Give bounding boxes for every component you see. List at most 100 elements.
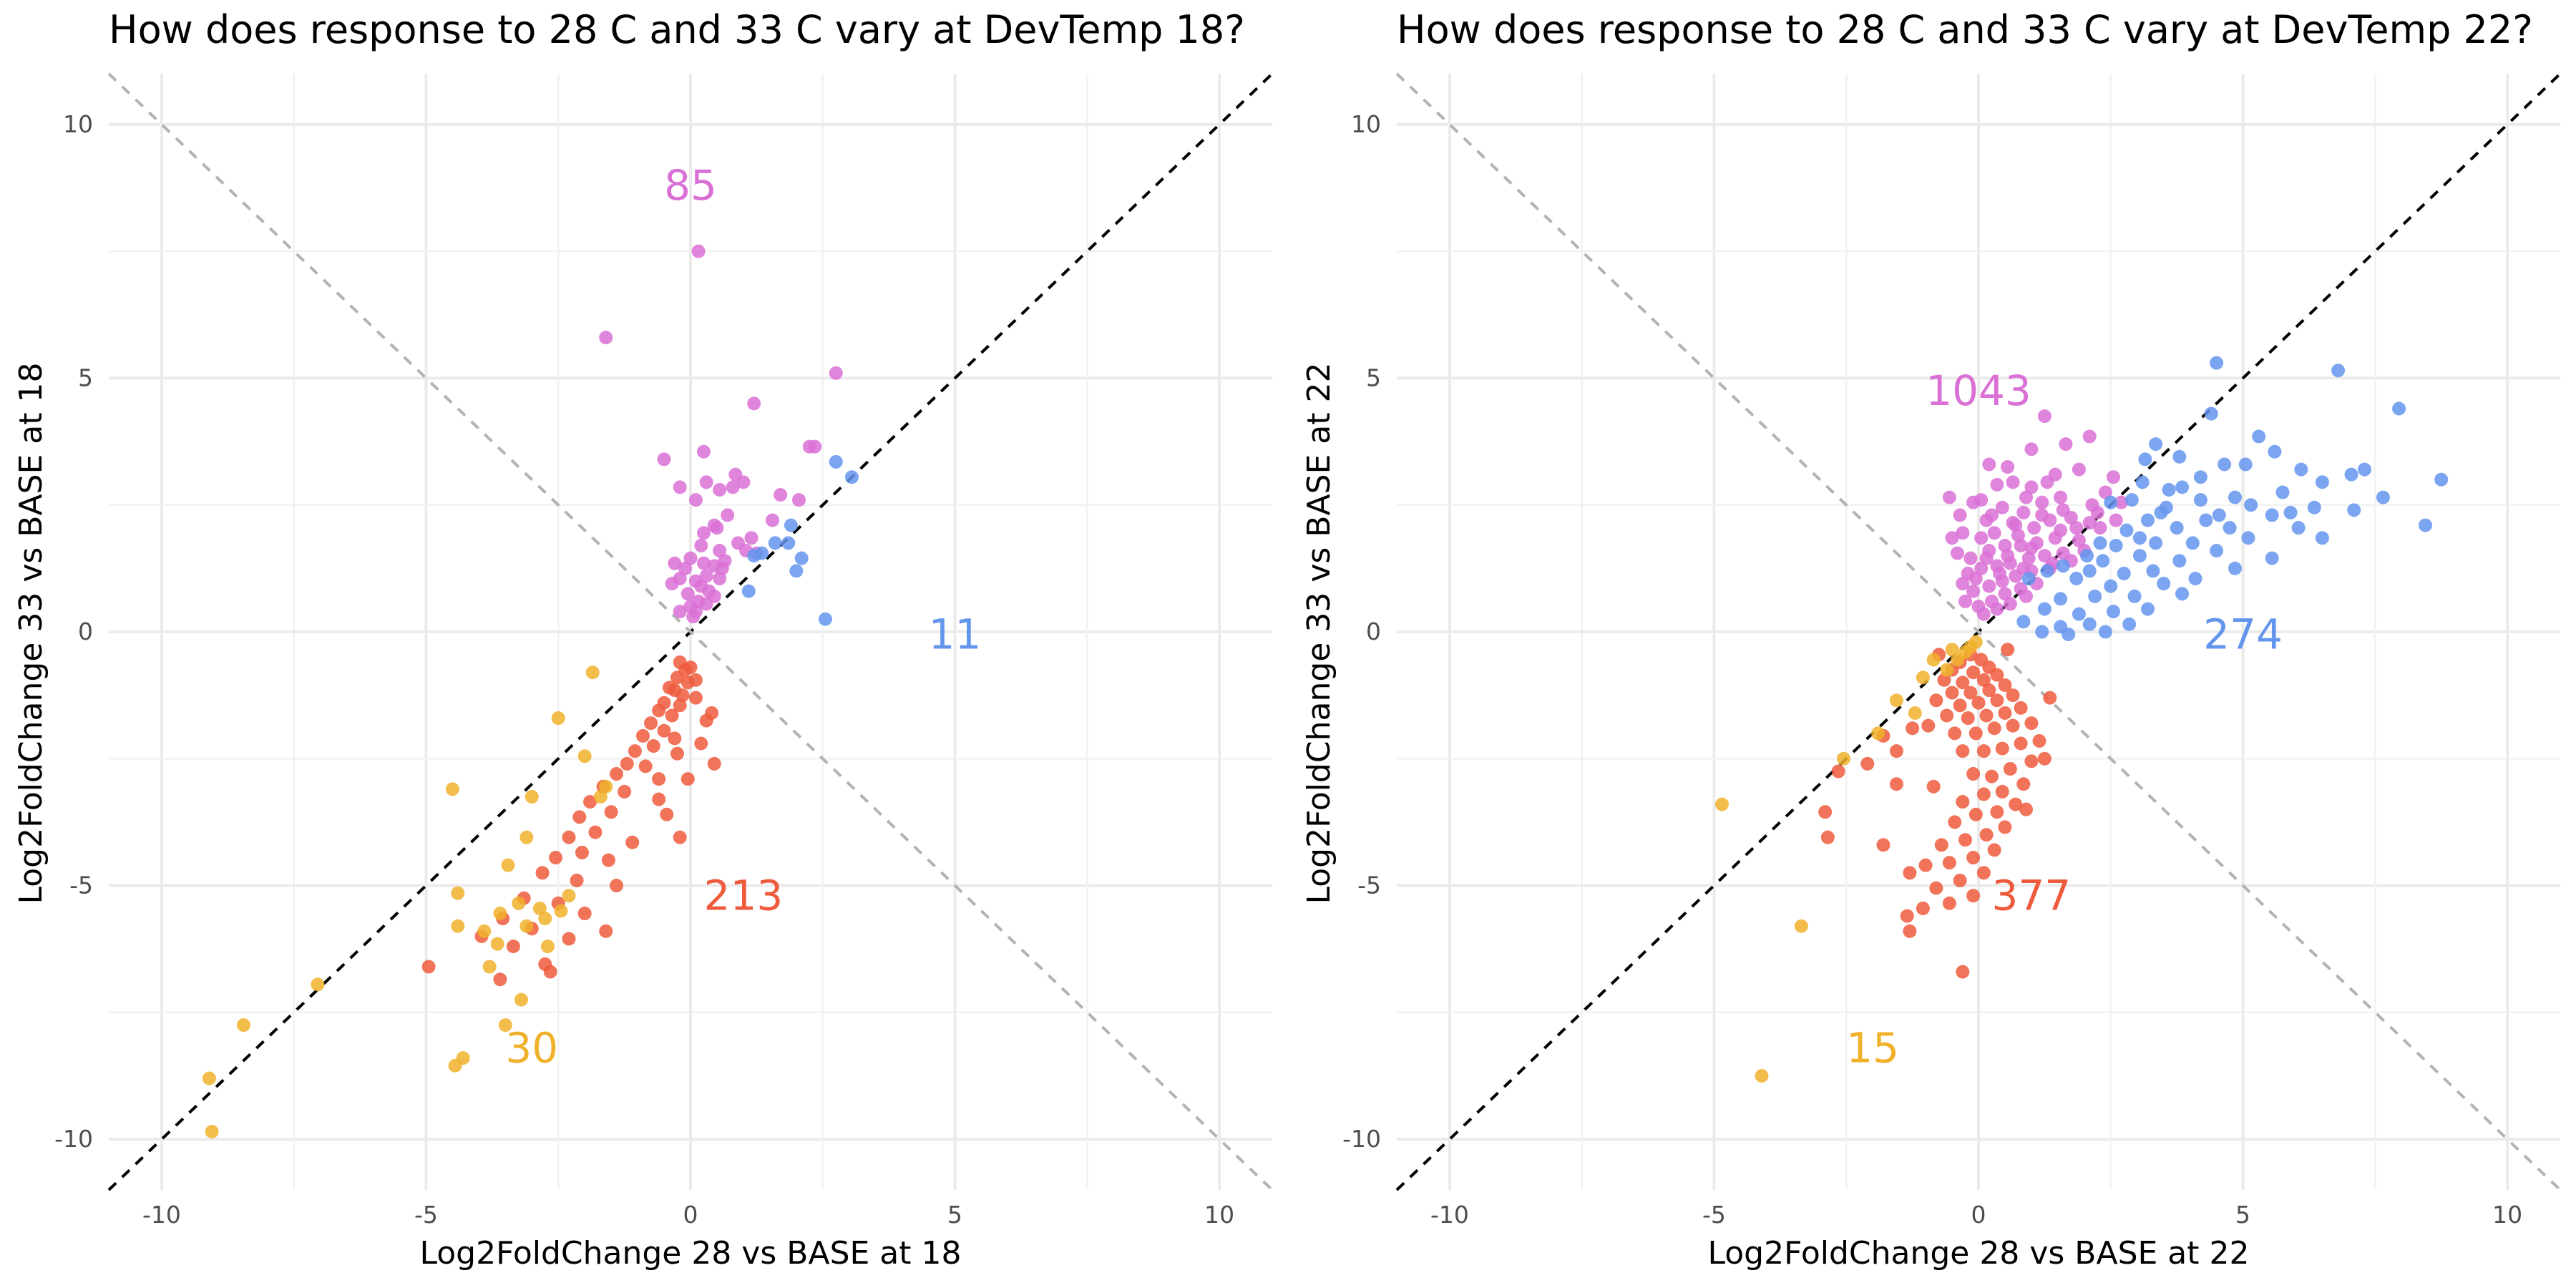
data-point <box>2193 493 2207 507</box>
data-point <box>1926 653 1941 667</box>
data-point <box>601 853 615 867</box>
data-point <box>1987 843 2001 857</box>
data-point <box>2154 505 2168 519</box>
data-point <box>2170 521 2184 535</box>
data-point <box>1984 769 1999 784</box>
data-point <box>2244 498 2258 512</box>
data-point <box>1976 866 1991 880</box>
data-point <box>2294 462 2308 477</box>
data-point <box>570 873 584 887</box>
data-point <box>2001 549 2015 563</box>
data-point <box>1950 653 1964 667</box>
data-point <box>543 965 557 979</box>
data-point <box>2106 605 2120 619</box>
data-point <box>2019 490 2034 504</box>
data-point <box>1929 881 1943 895</box>
data-point <box>808 439 822 454</box>
data-point <box>2175 587 2190 601</box>
data-point <box>652 703 666 718</box>
data-point <box>680 772 695 786</box>
data-point <box>2093 536 2107 550</box>
data-point <box>2193 470 2207 484</box>
data-point <box>562 932 576 946</box>
data-point <box>2172 449 2187 464</box>
data-point <box>1953 698 1967 713</box>
data-point <box>1908 706 1922 720</box>
count-label: 377 <box>1992 872 2072 920</box>
data-point <box>2392 401 2406 416</box>
data-point <box>2204 406 2218 421</box>
data-point <box>1963 686 1978 700</box>
data-point <box>2223 521 2237 535</box>
data-point <box>2141 602 2155 616</box>
data-point <box>2096 554 2110 568</box>
data-point <box>1876 838 1890 852</box>
data-point <box>2016 777 2031 791</box>
data-point <box>2157 577 2171 591</box>
x-tick-label: 10 <box>1204 1201 1234 1229</box>
data-point <box>2062 628 2076 642</box>
data-point <box>2275 485 2290 499</box>
data-point <box>1998 587 2012 601</box>
data-point <box>1956 744 1970 758</box>
data-point <box>1900 909 1914 923</box>
data-point <box>792 493 806 507</box>
data-point <box>448 1058 462 1073</box>
data-point <box>715 561 729 575</box>
y-tick-label: -10 <box>54 1125 93 1153</box>
y-tick-label: 10 <box>63 110 93 138</box>
data-point <box>1948 815 1962 829</box>
data-point <box>2138 452 2152 467</box>
data-point <box>2016 505 2031 519</box>
data-point <box>2037 409 2051 424</box>
data-point <box>1956 526 1970 540</box>
data-point <box>577 749 592 763</box>
data-point <box>1966 851 1981 865</box>
data-point <box>490 937 504 951</box>
data-point <box>2268 444 2282 459</box>
data-point <box>1934 838 1948 852</box>
data-point <box>1889 693 1903 708</box>
data-point <box>2027 521 2041 535</box>
data-point <box>1987 721 2001 736</box>
data-point <box>696 526 711 540</box>
data-point <box>747 396 761 411</box>
data-point <box>726 480 740 494</box>
data-point <box>1871 726 1885 741</box>
data-point <box>829 366 843 380</box>
data-point <box>2188 572 2202 586</box>
data-point <box>1976 673 1991 687</box>
data-point <box>2146 564 2160 578</box>
data-point <box>662 680 676 695</box>
data-point <box>236 1018 250 1033</box>
data-point <box>1889 744 1903 758</box>
x-tick-label: -5 <box>414 1201 438 1229</box>
data-point <box>2093 521 2107 535</box>
x-tick-label: 10 <box>2492 1201 2522 1229</box>
data-point <box>2006 475 2020 489</box>
data-point <box>610 767 624 781</box>
data-point <box>694 538 708 552</box>
data-point <box>2006 688 2020 703</box>
data-point <box>2035 495 2049 509</box>
data-point <box>2265 508 2279 522</box>
data-point <box>2218 457 2232 472</box>
data-point <box>1837 751 1851 766</box>
data-point <box>2172 554 2187 568</box>
data-point <box>766 513 780 527</box>
data-point <box>1982 579 1996 593</box>
data-point <box>652 772 666 786</box>
data-point <box>1942 856 1956 870</box>
data-point <box>635 728 650 743</box>
data-point <box>686 610 701 624</box>
data-point <box>577 907 592 921</box>
data-point <box>572 810 587 824</box>
data-point <box>2307 500 2321 514</box>
data-point <box>1966 584 1981 598</box>
y-tick-label: -10 <box>1342 1125 1381 1153</box>
data-point <box>2016 561 2031 575</box>
data-point <box>668 556 682 570</box>
data-point <box>2014 701 2028 715</box>
data-point <box>670 746 685 761</box>
data-point <box>1979 828 1994 842</box>
